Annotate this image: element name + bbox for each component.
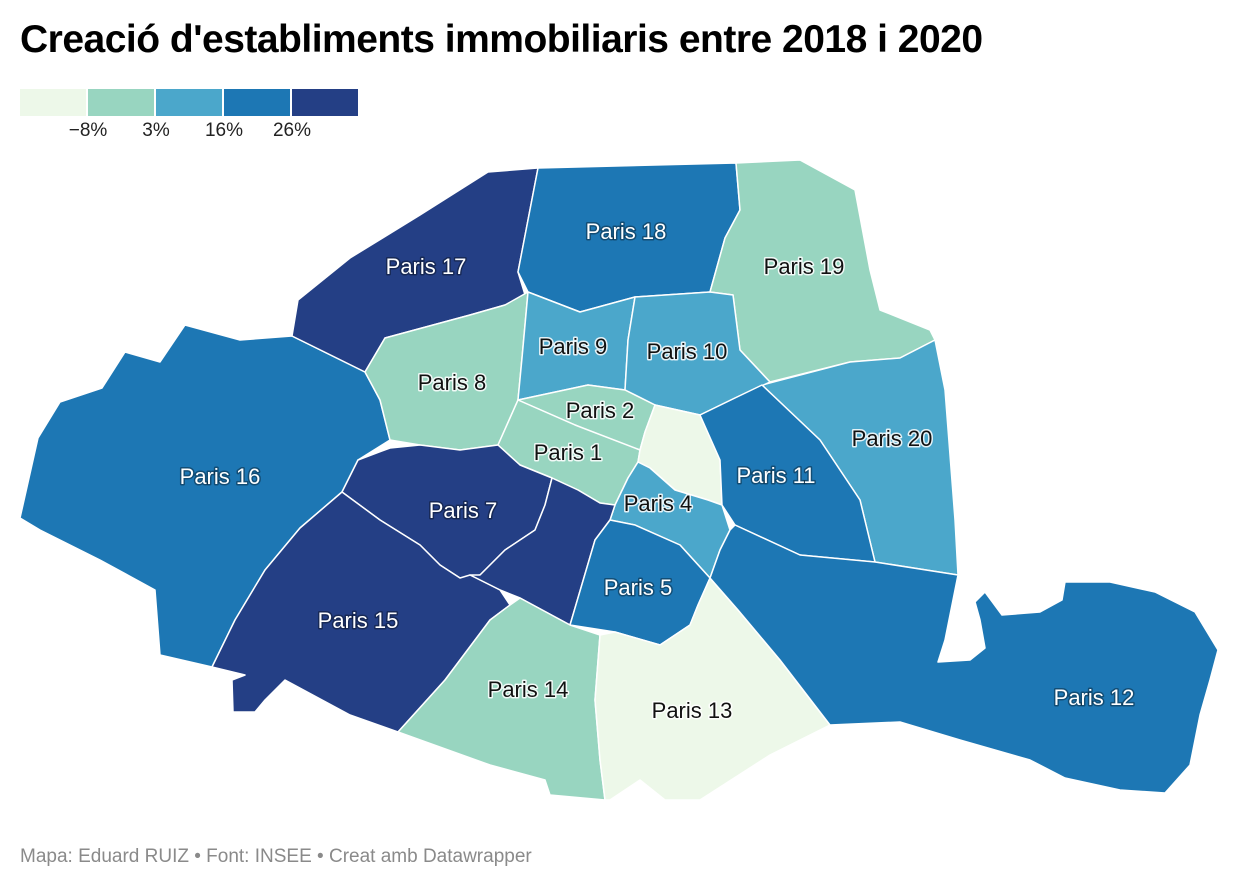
district-paris-14[interactable]: [397, 597, 606, 801]
district-paris-13[interactable]: [594, 577, 831, 801]
label-paris-16: Paris 16: [180, 464, 261, 489]
district-paris-15[interactable]: [211, 491, 511, 733]
label-paris-13: Paris 13: [652, 698, 733, 723]
legend-swatch-3: [156, 89, 222, 116]
legend-swatch-1: [20, 89, 86, 116]
label-paris-14: Paris 14: [488, 677, 569, 702]
map-title: Creació d'establiments immobiliaris entr…: [20, 18, 983, 61]
label-paris-7: Paris 7: [429, 498, 497, 523]
label-paris-8: Paris 8: [418, 370, 486, 395]
legend-labels: −8% 3% 16% 26%: [20, 116, 360, 141]
source-footer: Mapa: Eduard RUIZ • Font: INSEE • Creat …: [20, 846, 532, 867]
legend-label-1: −8%: [68, 120, 108, 141]
label-paris-9: Paris 9: [539, 334, 607, 359]
legend-swatch-4: [224, 89, 290, 116]
legend-swatch-5: [292, 89, 358, 116]
label-paris-4: Paris 4: [624, 491, 692, 516]
label-paris-1: Paris 1: [534, 440, 602, 465]
legend-label-4: 26%: [272, 120, 312, 141]
label-paris-17: Paris 17: [386, 254, 467, 279]
legend-label-3: 16%: [204, 120, 244, 141]
label-paris-15: Paris 15: [318, 608, 399, 633]
district-paris-12[interactable]: [709, 524, 1219, 794]
label-paris-12: Paris 12: [1054, 685, 1135, 710]
label-paris-10: Paris 10: [647, 339, 728, 364]
legend-label-2: 3%: [142, 120, 170, 141]
label-paris-18: Paris 18: [586, 219, 667, 244]
legend-swatches: [20, 89, 360, 116]
label-paris-11: Paris 11: [736, 463, 815, 488]
legend-swatch-2: [88, 89, 154, 116]
label-paris-19: Paris 19: [764, 254, 845, 279]
label-paris-5: Paris 5: [604, 575, 672, 600]
color-legend: −8% 3% 16% 26%: [20, 89, 360, 141]
label-paris-2: Paris 2: [566, 398, 634, 423]
label-paris-20: Paris 20: [852, 426, 933, 451]
